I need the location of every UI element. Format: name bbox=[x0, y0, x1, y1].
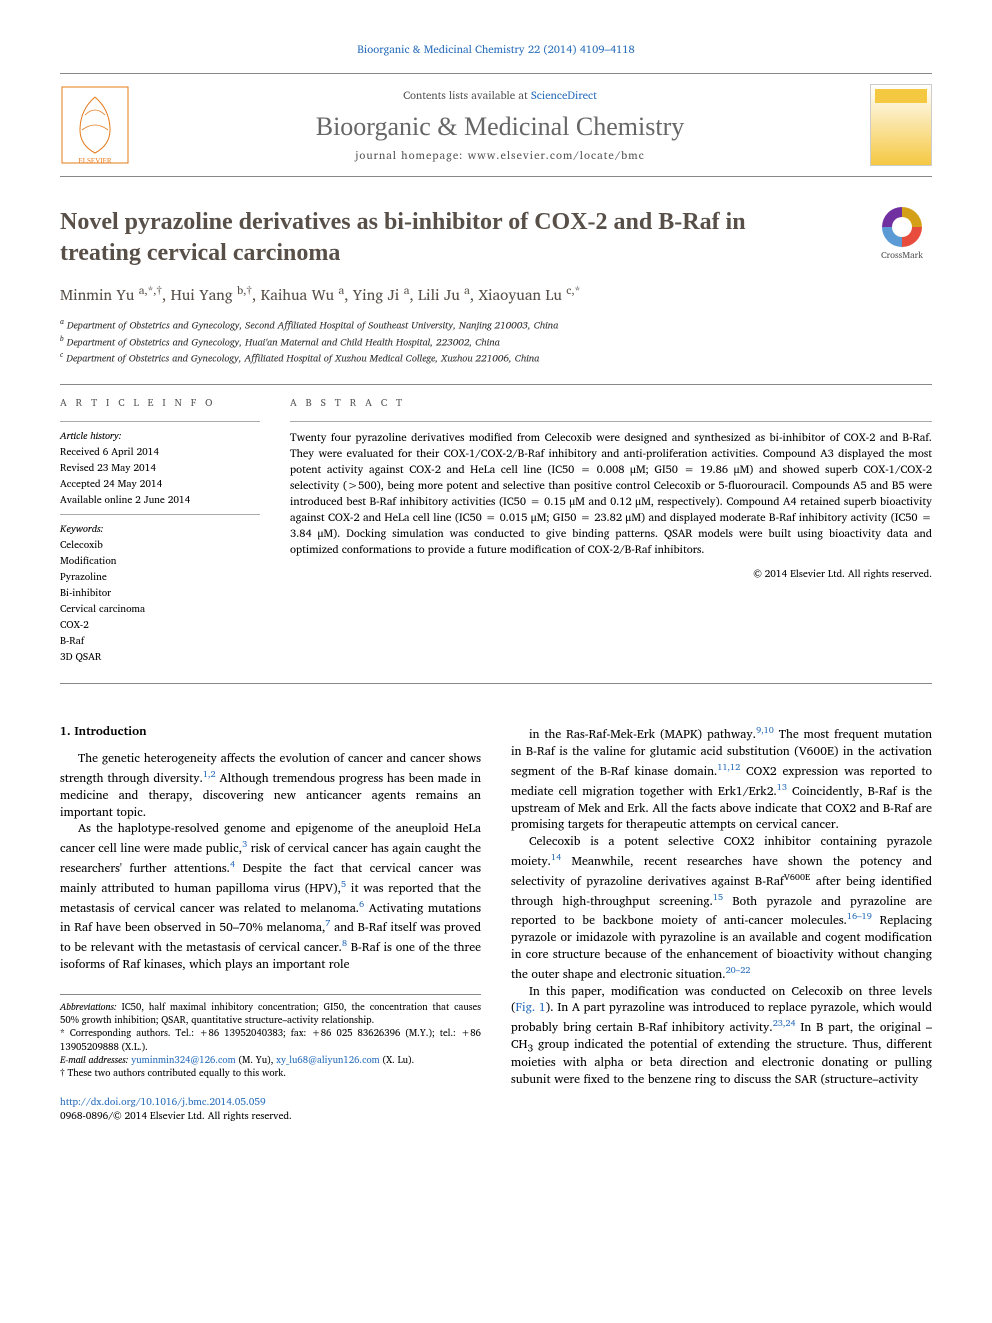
citation-ref[interactable]: 13 bbox=[777, 779, 787, 794]
equal-contribution-note: † These two authors contributed equally … bbox=[60, 1067, 481, 1080]
elsevier-logo: ELSEVIER bbox=[60, 85, 130, 165]
history-line: Received 6 April 2014 bbox=[60, 444, 260, 460]
contents-available: Contents lists available at ScienceDirec… bbox=[130, 86, 870, 104]
history-line: Available online 2 June 2014 bbox=[60, 492, 260, 508]
citation-ref[interactable]: 8 bbox=[342, 935, 347, 950]
citation-header: Bioorganic & Medicinal Chemistry 22 (201… bbox=[60, 40, 932, 58]
citation-ref[interactable]: 3 bbox=[242, 836, 247, 851]
affiliation-line: a Department of Obstetrics and Gynecolog… bbox=[60, 317, 932, 333]
crossmark-icon bbox=[882, 207, 922, 247]
issn-copyright: 0968-0896/© 2014 Elsevier Ltd. All right… bbox=[60, 1108, 292, 1124]
left-column: 1. Introduction The genetic heterogeneit… bbox=[60, 724, 481, 1122]
journal-cover-thumbnail bbox=[870, 84, 932, 166]
article-title: Novel pyrazoline derivatives as bi-inhib… bbox=[60, 207, 820, 269]
author-list: Minmin Yu a,*,†, Hui Yang b,†, Kaihua Wu… bbox=[60, 281, 932, 307]
crossmark-label: CrossMark bbox=[872, 247, 932, 262]
history-line: Revised 23 May 2014 bbox=[60, 460, 260, 476]
keyword: Bi-inhibitor bbox=[60, 585, 260, 601]
keyword: B-Raf bbox=[60, 633, 260, 649]
abstract-text: Twenty four pyrazoline derivatives modif… bbox=[290, 421, 932, 558]
citation-ref[interactable]: 16–19 bbox=[847, 908, 872, 923]
body-paragraph: As the haplotype-resolved genome and epi… bbox=[60, 821, 481, 973]
keyword: Cervical carcinoma bbox=[60, 601, 260, 617]
affiliation-line: c Department of Obstetrics and Gynecolog… bbox=[60, 350, 932, 366]
divider bbox=[60, 683, 932, 684]
body-text: 1. Introduction The genetic heterogeneit… bbox=[60, 724, 932, 1122]
footnotes: Abbreviations: IC50, half maximal inhibi… bbox=[60, 994, 481, 1081]
keyword: COX-2 bbox=[60, 617, 260, 633]
journal-masthead: ELSEVIER Contents lists available at Sci… bbox=[60, 73, 932, 177]
citation-ref[interactable]: 15 bbox=[713, 889, 723, 904]
citation-ref[interactable]: 9,10 bbox=[756, 722, 774, 737]
affiliations: a Department of Obstetrics and Gynecolog… bbox=[60, 317, 932, 366]
citation-ref[interactable]: 14 bbox=[551, 849, 561, 864]
svg-text:ELSEVIER: ELSEVIER bbox=[78, 157, 111, 165]
crossmark-badge[interactable]: CrossMark bbox=[872, 207, 932, 267]
divider bbox=[60, 384, 932, 385]
abstract-column: A B S T R A C T Twenty four pyrazoline d… bbox=[290, 395, 932, 665]
body-paragraph: Celecoxib is a potent selective COX2 inh… bbox=[511, 834, 932, 983]
right-column: in the Ras-Raf-Mek-Erk (MAPK) pathway.9,… bbox=[511, 724, 932, 1122]
section-heading: 1. Introduction bbox=[60, 724, 481, 741]
keyword: Modification bbox=[60, 553, 260, 569]
affiliation-line: b Department of Obstetrics and Gynecolog… bbox=[60, 334, 932, 350]
body-paragraph: in the Ras-Raf-Mek-Erk (MAPK) pathway.9,… bbox=[511, 724, 932, 834]
citation-ref[interactable]: 23,24 bbox=[773, 1015, 796, 1030]
citation-ref[interactable]: 11,12 bbox=[717, 759, 740, 774]
keyword: 3D QSAR bbox=[60, 649, 260, 665]
history-label: Article history: bbox=[60, 428, 260, 444]
citation-ref[interactable]: 6 bbox=[359, 896, 364, 911]
citation-ref[interactable]: 1,2 bbox=[203, 766, 216, 781]
doi-block: http://dx.doi.org/10.1016/j.bmc.2014.05.… bbox=[60, 1095, 481, 1123]
keyword: Celecoxib bbox=[60, 537, 260, 553]
journal-homepage: journal homepage: www.elsevier.com/locat… bbox=[130, 146, 870, 164]
abstract-heading: A B S T R A C T bbox=[290, 395, 932, 411]
keyword: Pyrazoline bbox=[60, 569, 260, 585]
history-line: Accepted 24 May 2014 bbox=[60, 476, 260, 492]
abbrev-text: IC50, half maximal inhibitory concentrat… bbox=[60, 1000, 481, 1028]
article-info-sidebar: A R T I C L E I N F O Article history: R… bbox=[60, 395, 260, 665]
citation-ref[interactable]: 4 bbox=[230, 856, 235, 871]
body-paragraph: The genetic heterogeneity affects the ev… bbox=[60, 751, 481, 821]
email-link-2[interactable]: xy_lu68@aliyun126.com bbox=[276, 1053, 380, 1068]
figure-ref[interactable]: Fig. 1 bbox=[516, 998, 546, 1017]
sciencedirect-link[interactable]: ScienceDirect bbox=[531, 86, 597, 104]
abstract-copyright: © 2014 Elsevier Ltd. All rights reserved… bbox=[290, 566, 932, 582]
article-info-heading: A R T I C L E I N F O bbox=[60, 395, 260, 411]
citation-ref[interactable]: 7 bbox=[325, 915, 330, 930]
journal-name: Bioorganic & Medicinal Chemistry bbox=[130, 112, 870, 142]
body-paragraph: In this paper, modification was conducte… bbox=[511, 984, 932, 1089]
citation-ref[interactable]: 5 bbox=[341, 876, 346, 891]
keywords-label: Keywords: bbox=[60, 521, 260, 537]
citation-ref[interactable]: 20–22 bbox=[726, 962, 751, 977]
